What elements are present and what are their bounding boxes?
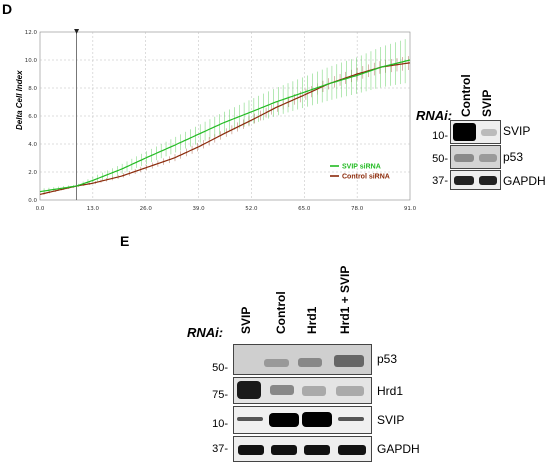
- y-tick-label: 0.0: [28, 198, 37, 204]
- panel-e-protein-svip: SVIP: [377, 413, 405, 427]
- panel-d-protein-svip: SVIP: [503, 124, 531, 138]
- panel-e-blot-gapdh: [233, 436, 372, 462]
- grid: [40, 32, 410, 200]
- legend-label: Control siRNA: [342, 174, 390, 181]
- series-line-control: [39, 62, 411, 195]
- panel-e-lane-control: Control: [274, 291, 288, 334]
- panel-d-rnai-label: RNAi:: [416, 108, 453, 123]
- x-tick-label: 78.0: [351, 206, 364, 212]
- tick-labels: 0.0 13.0 26.0 39.0 52.0 65.0 78.0 91.0 0.0 2.0 4.0…: [25, 30, 417, 212]
- panel-d-lane-svip: SVIP: [480, 89, 494, 117]
- x-tick-label: 0.0: [36, 206, 45, 212]
- panel-d-blot-svip: [450, 120, 501, 144]
- y-axis-label: Delta Cell Index: [15, 70, 24, 130]
- panel-e-protein-gapdh: GAPDH: [377, 442, 420, 456]
- x-tick-label: 91.0: [404, 206, 417, 212]
- panel-e-rnai-label: RNAi:: [187, 325, 224, 340]
- panel-e-marker-50: 50-: [212, 362, 228, 374]
- panel-e-blot-hrd1: [233, 377, 372, 404]
- series-line-svip: [39, 59, 411, 193]
- panel-e-lane-svip: SVIP: [239, 306, 253, 334]
- panel-d-lane-control: Control: [459, 74, 473, 117]
- y-tick-label: 8.0: [28, 86, 37, 92]
- panel-d-blot-gapdh: [450, 170, 501, 190]
- x-tick-label: 39.0: [192, 206, 205, 212]
- panel-e-lane-hrd1-svip: Hrd1 + SVIP: [338, 265, 352, 334]
- y-tick-label: 2.0: [28, 170, 37, 176]
- panel-e-blot-svip: [233, 406, 372, 434]
- x-tick-label: 26.0: [140, 206, 153, 212]
- panel-d-marker-50: 50-: [432, 153, 448, 165]
- y-tick-label: 6.0: [28, 114, 37, 120]
- x-tick-label: 52.0: [245, 206, 258, 212]
- panel-e-lane-hrd1: Hrd1: [305, 306, 319, 334]
- marker-arrow: [74, 29, 80, 34]
- y-tick-label: 10.0: [25, 58, 38, 64]
- panel-e-protein-hrd1: Hrd1: [377, 384, 404, 398]
- panel-e-letter: E: [120, 233, 130, 249]
- panel-e-marker-10: 10-: [212, 418, 228, 430]
- chart-legend: SVIP siRNA Control siRNA: [330, 164, 390, 181]
- legend-label: SVIP siRNA: [342, 164, 381, 171]
- series-lines: [39, 59, 411, 195]
- panel-d-protein-gapdh: GAPDH: [503, 174, 546, 188]
- panel-d-marker-10: 10-: [432, 130, 448, 142]
- panel-d-marker-37: 37-: [432, 175, 448, 187]
- cell-index-chart: 0.0 13.0 26.0 39.0 52.0 65.0 78.0 91.0 0.0 2.0 4.0…: [15, 29, 417, 212]
- y-tick-label: 4.0: [28, 142, 37, 148]
- x-tick-label: 13.0: [87, 206, 100, 212]
- panel-e-marker-37: 37-: [212, 443, 228, 455]
- panel-d-letter: D: [2, 1, 13, 17]
- panel-e-blot-p53: [233, 344, 372, 375]
- x-tick-label: 65.0: [298, 206, 311, 212]
- panel-e-protein-p53: p53: [377, 352, 398, 366]
- panel-d-protein-p53: p53: [503, 150, 524, 164]
- y-tick-label: 12.0: [25, 30, 38, 36]
- timepoint-marker: [74, 29, 80, 200]
- panel-e-marker-75: 75-: [212, 389, 228, 401]
- panel-d-blot-p53: [450, 145, 501, 169]
